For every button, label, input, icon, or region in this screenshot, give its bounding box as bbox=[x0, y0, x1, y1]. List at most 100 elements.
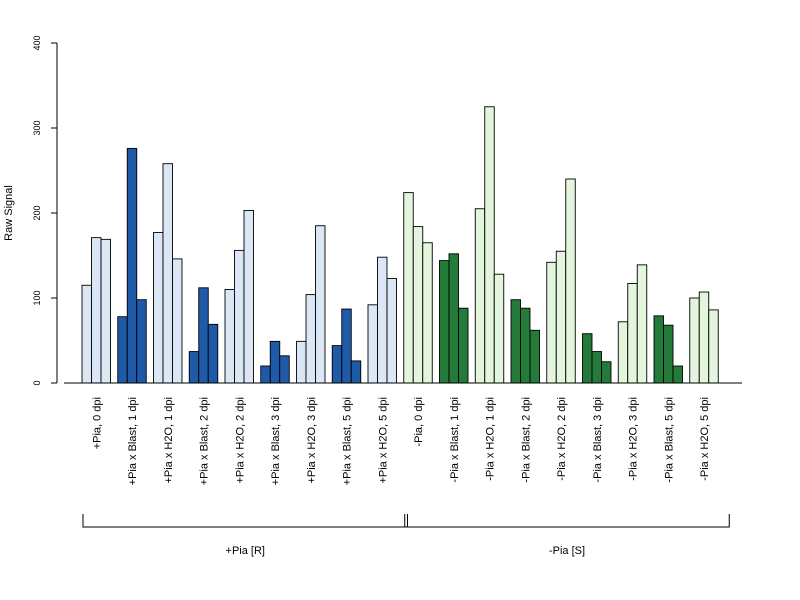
bar-group bbox=[224, 209, 254, 384]
bar bbox=[367, 304, 378, 384]
bar bbox=[315, 225, 326, 384]
bar-group bbox=[474, 106, 505, 384]
category-label: -Pia x Blast, 3 dpi bbox=[592, 397, 604, 483]
bar bbox=[331, 345, 343, 384]
bar bbox=[341, 308, 352, 384]
bar bbox=[243, 209, 254, 384]
category-label: +Pia x H2O, 1 dpi bbox=[163, 397, 175, 484]
bar-group bbox=[153, 163, 183, 384]
bar-group bbox=[331, 308, 362, 384]
category-labels: +Pia, 0 dpi +Pia x Blast, 1 dpi +Pia x H2O… bbox=[91, 397, 711, 485]
category-label: +Pia x Blast, 2 dpi bbox=[199, 397, 211, 485]
bar bbox=[117, 316, 128, 384]
bar bbox=[126, 147, 138, 384]
category-label: -Pia x Blast, 5 dpi bbox=[663, 397, 675, 483]
group-label: +Pia [R] bbox=[226, 545, 265, 557]
y-tick-label: 400 bbox=[32, 35, 42, 50]
bar-group bbox=[546, 178, 576, 384]
bracket-line bbox=[82, 514, 408, 528]
bar-group bbox=[689, 291, 719, 384]
bar bbox=[207, 323, 219, 384]
bar-group bbox=[367, 256, 397, 384]
group-label: -Pia [S] bbox=[549, 545, 585, 557]
bar bbox=[100, 238, 111, 384]
bar bbox=[474, 208, 486, 384]
bar bbox=[439, 260, 450, 384]
y-tick-label: 300 bbox=[32, 120, 42, 135]
bar bbox=[555, 250, 567, 384]
group-brackets: +Pia [R] -Pia [S] bbox=[82, 514, 730, 557]
bar bbox=[198, 287, 209, 384]
bar bbox=[672, 365, 683, 384]
bar bbox=[627, 283, 638, 384]
bar bbox=[546, 261, 557, 384]
bar bbox=[510, 299, 521, 384]
bar bbox=[279, 355, 290, 384]
category-label: +Pia x Blast, 5 dpi bbox=[342, 397, 354, 485]
bar bbox=[91, 237, 102, 384]
bar-group bbox=[582, 333, 612, 384]
bar-group bbox=[117, 147, 147, 384]
bar bbox=[582, 333, 593, 384]
bars bbox=[81, 106, 719, 384]
category-label: -Pia, 0 dpi bbox=[413, 397, 425, 447]
bar-group bbox=[81, 237, 111, 384]
bar bbox=[698, 291, 710, 384]
bar bbox=[520, 307, 531, 384]
bar bbox=[81, 284, 92, 384]
bar-group bbox=[617, 264, 648, 384]
bar-group bbox=[439, 253, 469, 384]
category-label: +Pia, 0 dpi bbox=[91, 397, 103, 449]
bar bbox=[458, 307, 469, 384]
bar bbox=[269, 340, 281, 384]
category-label: -Pia x Blast, 1 dpi bbox=[449, 397, 461, 483]
y-tick-label: 200 bbox=[32, 205, 42, 220]
category-label: -Pia x H2O, 1 dpi bbox=[485, 397, 497, 481]
y-axis-title: Raw Signal bbox=[3, 185, 15, 241]
bar bbox=[565, 178, 576, 384]
bar bbox=[708, 309, 719, 384]
bar bbox=[224, 289, 235, 384]
bar-group bbox=[653, 315, 683, 384]
bar bbox=[689, 297, 700, 384]
bar bbox=[162, 163, 173, 384]
bar bbox=[377, 256, 388, 384]
bar bbox=[484, 106, 495, 384]
bar bbox=[422, 242, 433, 384]
bar bbox=[412, 226, 424, 384]
category-label: +Pia x H2O, 5 dpi bbox=[377, 397, 389, 484]
category-label: -Pia x Blast, 2 dpi bbox=[520, 397, 532, 483]
bracket-line bbox=[404, 514, 730, 528]
bar bbox=[350, 360, 362, 384]
y-axis: 0 100 200 300 400 bbox=[32, 35, 58, 386]
bar bbox=[260, 365, 271, 384]
y-tick-label: 0 bbox=[32, 380, 42, 385]
category-label: -Pia x H2O, 5 dpi bbox=[699, 397, 711, 481]
bar-group bbox=[260, 340, 290, 384]
bar bbox=[136, 299, 147, 384]
bar-group bbox=[188, 287, 219, 384]
bar bbox=[234, 249, 245, 384]
bar bbox=[305, 294, 316, 384]
bar bbox=[617, 321, 629, 384]
category-label: +Pia x H2O, 3 dpi bbox=[306, 397, 318, 484]
bar bbox=[636, 264, 648, 384]
bar bbox=[653, 315, 664, 384]
bar-group bbox=[403, 192, 433, 384]
bar bbox=[296, 340, 307, 384]
bar-group bbox=[296, 225, 326, 384]
bar bbox=[188, 351, 200, 384]
group-bracket: -Pia [S] bbox=[404, 514, 730, 557]
category-label: -Pia x H2O, 3 dpi bbox=[628, 397, 640, 481]
bar bbox=[529, 329, 540, 384]
category-label: +Pia x Blast, 1 dpi bbox=[127, 397, 139, 485]
category-label: +Pia x Blast, 3 dpi bbox=[270, 397, 282, 485]
bar bbox=[591, 351, 602, 384]
bar bbox=[601, 361, 612, 384]
bar bbox=[386, 278, 397, 384]
category-label: -Pia x H2O, 2 dpi bbox=[556, 397, 568, 481]
bar bbox=[663, 324, 674, 384]
category-label: +Pia x H2O, 2 dpi bbox=[234, 397, 246, 484]
bar bbox=[153, 232, 164, 384]
